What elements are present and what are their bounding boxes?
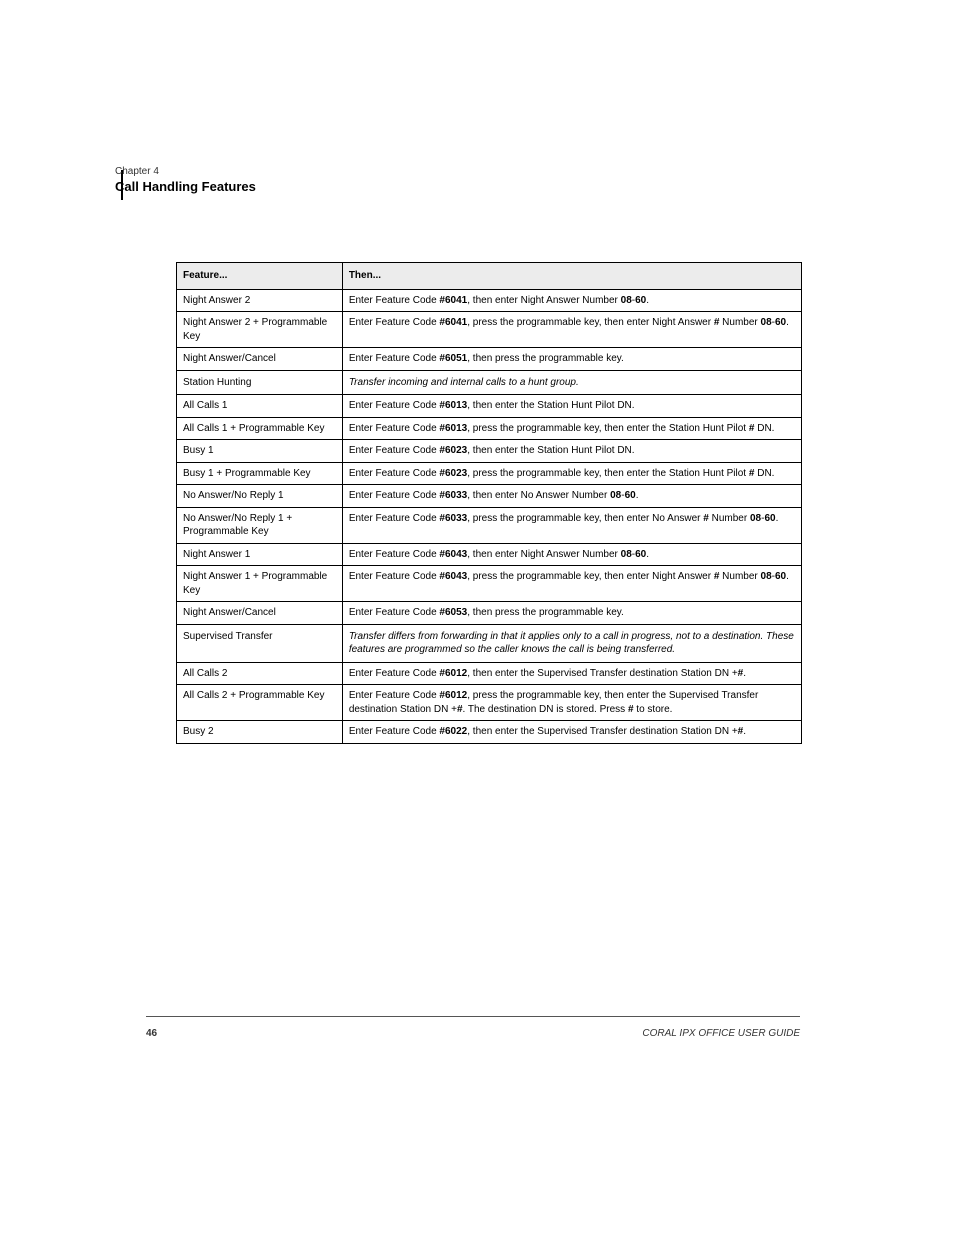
table-row: Busy 1Enter Feature Code #6023, then ent… — [177, 440, 802, 463]
footer-rule — [146, 1016, 800, 1017]
feature-cell: Night Answer/Cancel — [177, 348, 343, 371]
then-cell: Enter Feature Code #6053, then press the… — [342, 602, 801, 625]
table-row: Night Answer 1 + Programmable KeyEnter F… — [177, 566, 802, 602]
then-cell: Enter Feature Code #6033, then enter No … — [342, 485, 801, 508]
then-cell: Enter Feature Code #6041, then enter Nig… — [342, 289, 801, 312]
feature-cell: Busy 2 — [177, 721, 343, 744]
feature-cell: No Answer/No Reply 1 — [177, 485, 343, 508]
header-col-feature: Feature... — [177, 263, 343, 290]
table-header-row: Feature... Then... — [177, 263, 802, 290]
then-cell: Enter Feature Code #6041, press the prog… — [342, 312, 801, 348]
table-row: Busy 1 + Programmable KeyEnter Feature C… — [177, 462, 802, 485]
feature-table: Feature... Then... Night Answer 2Enter F… — [176, 262, 802, 744]
table-row: Night Answer 2Enter Feature Code #6041, … — [177, 289, 802, 312]
then-cell: Enter Feature Code #6013, then enter the… — [342, 395, 801, 418]
feature-cell: All Calls 2 + Programmable Key — [177, 685, 343, 721]
section-header-station-hunting: Station Hunting Transfer incoming and in… — [177, 370, 802, 395]
table-row: All Calls 2Enter Feature Code #6012, the… — [177, 662, 802, 685]
then-cell: Enter Feature Code #6033, press the prog… — [342, 507, 801, 543]
then-cell: Enter Feature Code #6012, then enter the… — [342, 662, 801, 685]
then-cell: Enter Feature Code #6012, press the prog… — [342, 685, 801, 721]
then-cell: Enter Feature Code #6023, then enter the… — [342, 440, 801, 463]
then-cell: Enter Feature Code #6013, press the prog… — [342, 417, 801, 440]
page-number: 46 — [146, 1028, 157, 1039]
footer-doc-title: CORAL IPX OFFICE USER GUIDE — [642, 1028, 800, 1039]
section-desc: Transfer differs from forwarding in that… — [342, 624, 801, 662]
header-col-then: Then... — [342, 263, 801, 290]
table-row: Busy 2Enter Feature Code #6022, then ent… — [177, 721, 802, 744]
page-title: Call Handling Features — [115, 179, 835, 194]
table-row: All Calls 1 + Programmable KeyEnter Feat… — [177, 417, 802, 440]
table-row: Night Answer/CancelEnter Feature Code #6… — [177, 602, 802, 625]
feature-cell: All Calls 1 — [177, 395, 343, 418]
feature-cell: Night Answer 1 — [177, 543, 343, 566]
table-row: Night Answer/CancelEnter Feature Code #6… — [177, 348, 802, 371]
feature-cell: Night Answer 1 + Programmable Key — [177, 566, 343, 602]
table-row: All Calls 2 + Programmable KeyEnter Feat… — [177, 685, 802, 721]
table-row: No Answer/No Reply 1 + Programmable KeyE… — [177, 507, 802, 543]
table-row: Night Answer 1Enter Feature Code #6043, … — [177, 543, 802, 566]
feature-cell: Night Answer 2 + Programmable Key — [177, 312, 343, 348]
page-title-block: Chapter 4 Call Handling Features — [115, 166, 835, 194]
section-desc: Transfer incoming and internal calls to … — [342, 370, 801, 395]
then-cell: Enter Feature Code #6043, press the prog… — [342, 566, 801, 602]
feature-cell: Busy 1 — [177, 440, 343, 463]
then-cell: Enter Feature Code #6022, then enter the… — [342, 721, 801, 744]
feature-cell: Night Answer/Cancel — [177, 602, 343, 625]
then-cell: Enter Feature Code #6023, press the prog… — [342, 462, 801, 485]
feature-cell: Busy 1 + Programmable Key — [177, 462, 343, 485]
section-title: Station Hunting — [177, 370, 343, 395]
section-header-supervised-transfer: Supervised Transfer Transfer differs fro… — [177, 624, 802, 662]
then-cell: Enter Feature Code #6051, then press the… — [342, 348, 801, 371]
chapter-label: Chapter 4 — [115, 166, 835, 177]
then-cell: Enter Feature Code #6043, then enter Nig… — [342, 543, 801, 566]
feature-cell: All Calls 2 — [177, 662, 343, 685]
feature-cell: All Calls 1 + Programmable Key — [177, 417, 343, 440]
table-row: All Calls 1Enter Feature Code #6013, the… — [177, 395, 802, 418]
feature-cell: No Answer/No Reply 1 + Programmable Key — [177, 507, 343, 543]
page-footer: 46 CORAL IPX OFFICE USER GUIDE — [146, 1028, 800, 1039]
feature-cell: Night Answer 2 — [177, 289, 343, 312]
table-row: No Answer/No Reply 1Enter Feature Code #… — [177, 485, 802, 508]
table-row: Night Answer 2 + Programmable KeyEnter F… — [177, 312, 802, 348]
section-title: Supervised Transfer — [177, 624, 343, 662]
